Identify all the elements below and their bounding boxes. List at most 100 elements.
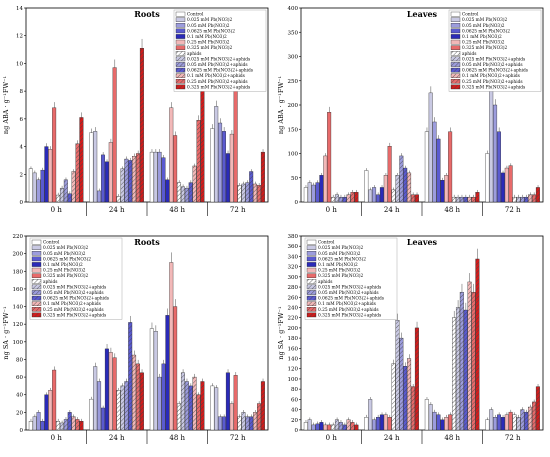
- legend-swatch: [31, 301, 42, 306]
- legend-label: aphids: [187, 52, 201, 57]
- y-tick-label: 200: [288, 103, 299, 109]
- bar: [257, 403, 261, 431]
- bar: [253, 412, 258, 431]
- y-tick-label: 300: [288, 275, 299, 281]
- bar: [452, 196, 457, 203]
- legend-swatch: [175, 11, 186, 17]
- bar: [354, 424, 359, 431]
- leaves-sa-panel: 0 20 40 60 80 100 120 140 160 180 200 220 240 260 280 3…: [275, 228, 547, 454]
- bar: [500, 172, 505, 203]
- bar: [28, 168, 33, 203]
- bar: [338, 196, 343, 203]
- bar: [218, 416, 223, 431]
- bar: [342, 424, 347, 431]
- bar: [346, 419, 351, 431]
- bar: [165, 315, 170, 431]
- bar: [459, 196, 464, 203]
- legend-swatch: [450, 51, 461, 56]
- bar: [67, 193, 72, 203]
- bar: [153, 331, 158, 431]
- bar: [455, 196, 460, 203]
- x-tick-label: 24 h: [384, 206, 400, 214]
- bar: [222, 131, 226, 203]
- bar: [56, 421, 61, 431]
- bar: [132, 354, 137, 431]
- legend-label: 0.05 mM Pb(NO3)2: [318, 252, 361, 257]
- bar: [89, 398, 94, 431]
- bar: [444, 175, 449, 203]
- legend-swatch: [450, 39, 461, 45]
- legend-label: 0.25 mM Pb(NO3)2: [43, 269, 86, 274]
- y-tick-label: 12: [16, 34, 23, 40]
- legend-label: 0.05 mM Pb(NO3)2+aphids: [462, 63, 523, 68]
- bar: [245, 182, 250, 203]
- bar: [59, 187, 64, 203]
- bar: [350, 192, 355, 203]
- bar: [169, 107, 174, 203]
- bar: [448, 414, 453, 431]
- legend-swatch: [306, 279, 317, 284]
- legend-swatch: [175, 73, 186, 78]
- bar: [407, 358, 412, 431]
- y-tick-label: 120: [288, 367, 299, 373]
- y-axis-label: ng SA · g⁻¹FW⁻¹: [2, 306, 10, 360]
- bar: [237, 416, 242, 431]
- legend-swatch: [306, 256, 317, 262]
- bar: [157, 151, 162, 203]
- legend-swatch: [306, 267, 317, 273]
- legend-swatch: [450, 67, 461, 73]
- bar: [177, 182, 182, 203]
- y-tick-label: 140: [13, 305, 24, 311]
- y-tick-label: 220: [13, 234, 24, 240]
- bar: [485, 419, 490, 431]
- legend-label: aphids: [462, 52, 476, 57]
- legend-box: [448, 9, 542, 92]
- legend-swatch: [450, 11, 461, 17]
- bar: [210, 385, 215, 431]
- legend-swatch: [31, 273, 42, 278]
- legend-label: 0.025 mM Pb(NO3)2: [318, 246, 364, 251]
- bar: [399, 155, 404, 203]
- legend-swatch: [31, 262, 42, 267]
- bar: [218, 122, 223, 203]
- y-tick-label: 20: [16, 410, 23, 416]
- bar: [532, 194, 536, 203]
- bar: [327, 424, 332, 431]
- bar: [311, 184, 316, 203]
- legend-label: 0.025 mM Pb(NO3)2+aphids: [318, 285, 381, 290]
- legend-label: aphids: [43, 280, 57, 285]
- bar: [516, 196, 521, 203]
- legend-label: 0.325 mM Pb(NO3)2: [43, 274, 89, 279]
- bar: [428, 92, 433, 203]
- bar: [71, 416, 76, 431]
- bar: [241, 183, 246, 203]
- legend-label: 0.325 mM Pb(NO3)2: [318, 274, 364, 279]
- legend-label: 0.025 mM Pb(NO3)2+aphids: [43, 285, 106, 290]
- legend-swatch: [31, 256, 42, 262]
- bar: [225, 372, 230, 431]
- legend-label: 0.325 mM Pb(NO3)2+aphids: [462, 85, 525, 90]
- y-tick-label: 150: [288, 127, 299, 133]
- bar: [414, 194, 419, 203]
- bar: [524, 411, 529, 431]
- bar: [128, 160, 133, 203]
- legend-label: 0.1 mM Pb(NO3)2: [187, 35, 227, 40]
- bar: [136, 153, 140, 203]
- legend-swatch: [175, 56, 186, 62]
- bar: [116, 390, 121, 431]
- bar: [188, 182, 193, 203]
- legend-label: 0.325 mM Pb(NO3)2+aphids: [187, 85, 250, 90]
- legend-label: 0.325 mM Pb(NO3)2: [187, 46, 233, 51]
- legend-label: 0.1 mM Pb(NO3)2+aphids: [187, 74, 245, 79]
- bar: [475, 258, 480, 431]
- y-axis-label: ng ABA · g⁻¹FW⁻¹: [2, 76, 10, 135]
- legend-swatch: [306, 262, 317, 267]
- y-tick-label: 14: [16, 6, 23, 12]
- legend-label: Control: [318, 241, 335, 246]
- bar: [112, 67, 117, 203]
- legend-label: 0.05 mM Pb(NO3)2+aphids: [318, 291, 379, 296]
- bar: [471, 291, 476, 431]
- bar: [395, 175, 400, 203]
- bar: [346, 194, 351, 203]
- bar: [448, 131, 453, 203]
